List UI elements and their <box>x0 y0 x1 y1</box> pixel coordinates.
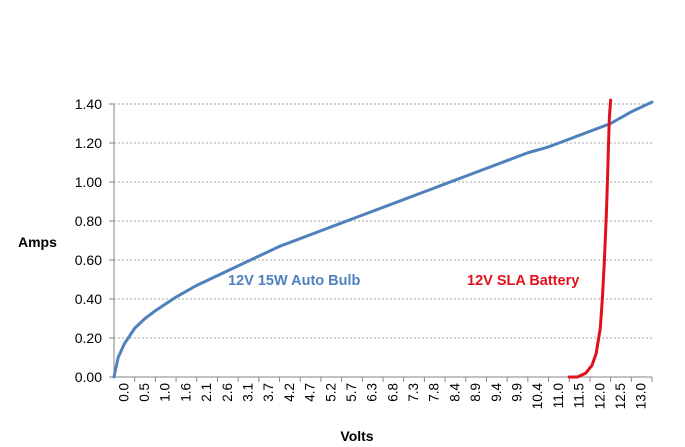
y-tick-label: 0.60 <box>75 252 102 268</box>
x-tick-label: 4.2 <box>282 383 297 402</box>
x-tick-label: 6.8 <box>385 383 400 402</box>
series-label-sla-battery: 12V SLA Battery <box>467 273 579 289</box>
x-tick-label: 1.6 <box>178 383 193 402</box>
x-tick-label: 9.9 <box>510 383 525 402</box>
x-axis-title: Volts <box>340 428 373 444</box>
series-label-auto-bulb: 12V 15W Auto Bulb <box>228 273 361 289</box>
y-axis-title: Amps <box>18 234 57 250</box>
x-tick-label: 5.7 <box>344 383 359 402</box>
series-lines <box>112 98 654 379</box>
x-tick-label: 5.2 <box>323 383 338 402</box>
x-tick-label: 8.9 <box>468 383 483 402</box>
series-line-1 <box>567 98 613 379</box>
y-tick-label: 0.80 <box>75 213 102 229</box>
x-tick-label: 1.0 <box>158 383 173 402</box>
x-tick-label: 4.7 <box>303 383 318 402</box>
x-tick-label: 12.5 <box>613 383 628 409</box>
x-tick-label: 2.1 <box>199 383 214 402</box>
x-tick-label: 7.3 <box>406 383 421 402</box>
tick-labels: 0.00 0.20 0.40 0.60 0.80 1.00 1.20 1.40 0.0 0.5 1.… <box>75 96 649 409</box>
x-tick-label: 0.0 <box>116 383 131 402</box>
x-tick-label: 9.4 <box>489 383 504 402</box>
x-tick-label: 3.7 <box>261 383 276 402</box>
y-tick-label: 0.20 <box>75 330 102 346</box>
x-tick-label: 12.0 <box>592 383 607 409</box>
y-tick-label: 1.00 <box>75 174 102 190</box>
x-tick-label: 13.0 <box>634 383 649 409</box>
x-tick-label: 11.0 <box>551 383 566 408</box>
x-tick-label: 6.3 <box>365 383 380 402</box>
x-tick-label: 7.8 <box>427 383 442 402</box>
x-tick-label: 11.5 <box>572 383 587 408</box>
labels: Amps Volts 12V 15W Auto Bulb 12V SLA Bat… <box>18 234 579 444</box>
y-tick-label: 0.00 <box>75 369 102 385</box>
series-line-0 <box>112 100 654 379</box>
x-tick-label: 2.6 <box>220 383 235 402</box>
gridlines <box>114 103 652 339</box>
x-tick-label: 10.4 <box>530 383 545 410</box>
y-tick-label: 0.40 <box>75 291 102 307</box>
x-tick-label: 0.5 <box>137 383 152 402</box>
y-tick-label: 1.40 <box>75 96 102 112</box>
x-tick-label: 3.1 <box>241 383 256 402</box>
axes <box>109 103 653 382</box>
x-tick-label: 8.4 <box>447 383 462 402</box>
y-tick-label: 1.20 <box>75 135 102 151</box>
